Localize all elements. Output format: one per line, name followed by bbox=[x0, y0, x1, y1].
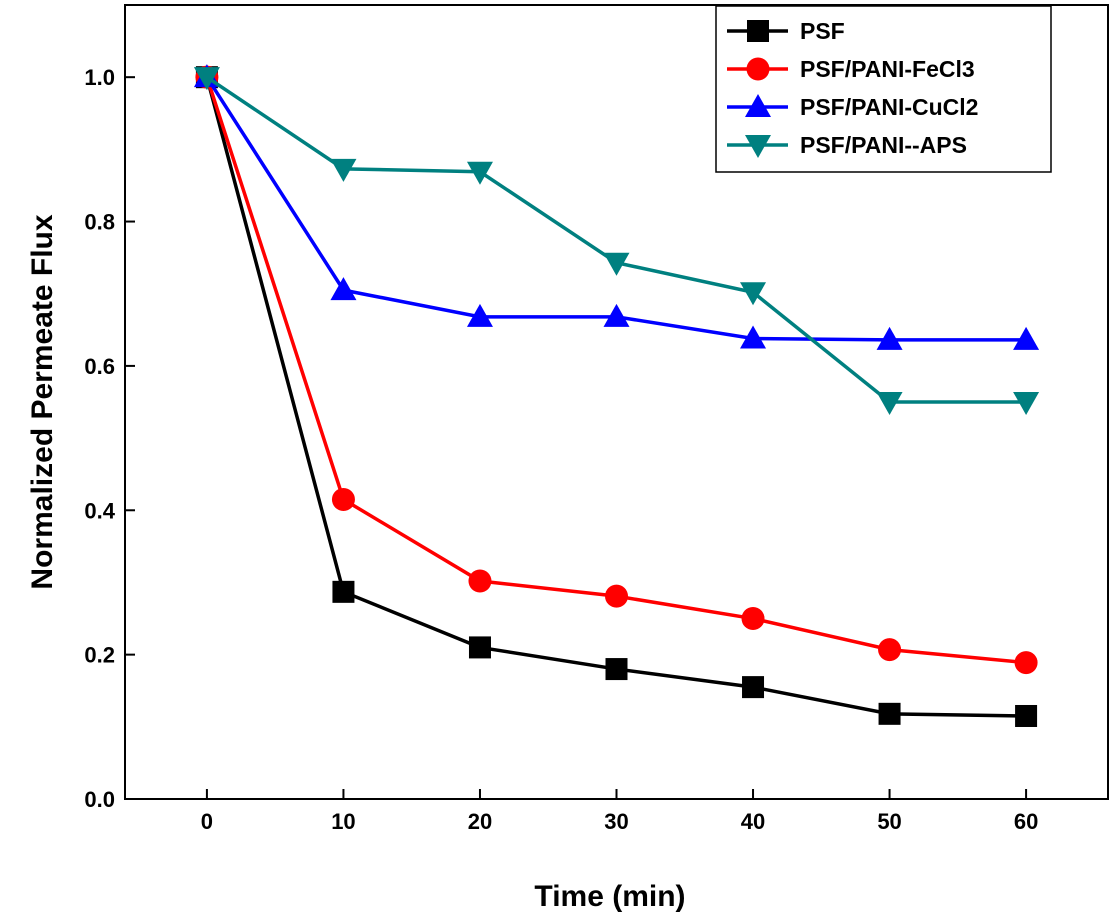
series-1 bbox=[195, 65, 1038, 675]
data-point-3-6 bbox=[1013, 392, 1040, 415]
axis-ticks: 0 10 20 30 40 50 60 0.0 0.2 0.4 0.6 0.8 1.0 bbox=[84, 65, 1038, 834]
data-point-3-3 bbox=[603, 252, 630, 276]
x-tick-label-6: 60 bbox=[1014, 809, 1038, 834]
x-tick-label-5: 50 bbox=[877, 809, 901, 834]
y-tick-label-3: 0.6 bbox=[84, 354, 115, 379]
data-point-0-2 bbox=[468, 636, 491, 659]
series-3 bbox=[193, 67, 1040, 415]
series-line-0 bbox=[205, 76, 1027, 718]
data-point-3-4 bbox=[740, 282, 767, 306]
data-point-0-4 bbox=[742, 676, 765, 699]
legend-label-0: PSF bbox=[800, 18, 845, 44]
legend-marker-0 bbox=[747, 20, 769, 42]
legend-marker-3 bbox=[745, 135, 771, 158]
data-point-1-4 bbox=[741, 607, 765, 631]
data-point-1-6 bbox=[1014, 651, 1038, 675]
y-tick-label-1: 0.2 bbox=[84, 643, 115, 668]
data-point-2-6 bbox=[1013, 326, 1040, 350]
x-axis-title: Time (min) bbox=[534, 880, 685, 913]
data-point-3-2 bbox=[466, 161, 493, 185]
data-point-2-2 bbox=[466, 303, 493, 327]
data-point-0-1 bbox=[332, 580, 355, 603]
data-point-0-3 bbox=[605, 658, 628, 681]
legend-marker-2 bbox=[745, 94, 771, 117]
x-tick-label-0: 0 bbox=[201, 809, 213, 834]
series-layer bbox=[193, 64, 1040, 727]
data-point-1-5 bbox=[878, 638, 902, 662]
data-point-3-5 bbox=[876, 392, 903, 415]
y-tick-label-2: 0.4 bbox=[84, 498, 115, 523]
data-point-1-1 bbox=[331, 487, 355, 511]
x-tick-label-3: 30 bbox=[604, 809, 628, 834]
legend-label-1: PSF/PANI-FeCl3 bbox=[800, 56, 975, 82]
series-0 bbox=[195, 66, 1038, 727]
legend: PSF PSF/PANI-FeCl3 PSF/PANI-CuCl2 PSF/PANI-… bbox=[715, 5, 1052, 173]
legend-label-3: PSF/PANI--APS bbox=[800, 132, 967, 158]
data-point-1-2 bbox=[468, 569, 492, 593]
data-point-2-5 bbox=[876, 326, 903, 350]
data-point-2-3 bbox=[603, 303, 630, 327]
x-tick-label-4: 40 bbox=[741, 809, 765, 834]
data-point-1-3 bbox=[605, 584, 628, 608]
legend-label-2: PSF/PANI-CuCl2 bbox=[800, 94, 978, 120]
data-point-0-5 bbox=[878, 702, 901, 725]
y-axis-title: Normalized Permeate Flux bbox=[26, 214, 59, 589]
legend-marker-1 bbox=[746, 57, 770, 81]
y-tick-label-0: 0.0 bbox=[84, 787, 115, 812]
y-tick-label-5: 1.0 bbox=[84, 65, 115, 90]
data-point-3-0 bbox=[193, 67, 220, 91]
data-point-2-4 bbox=[740, 325, 767, 349]
x-tick-label-2: 20 bbox=[468, 809, 492, 834]
y-tick-label-4: 0.8 bbox=[84, 210, 115, 235]
data-point-3-1 bbox=[330, 158, 357, 182]
x-tick-label-1: 10 bbox=[331, 809, 355, 834]
data-point-2-1 bbox=[330, 277, 357, 301]
data-point-0-6 bbox=[1015, 704, 1038, 727]
